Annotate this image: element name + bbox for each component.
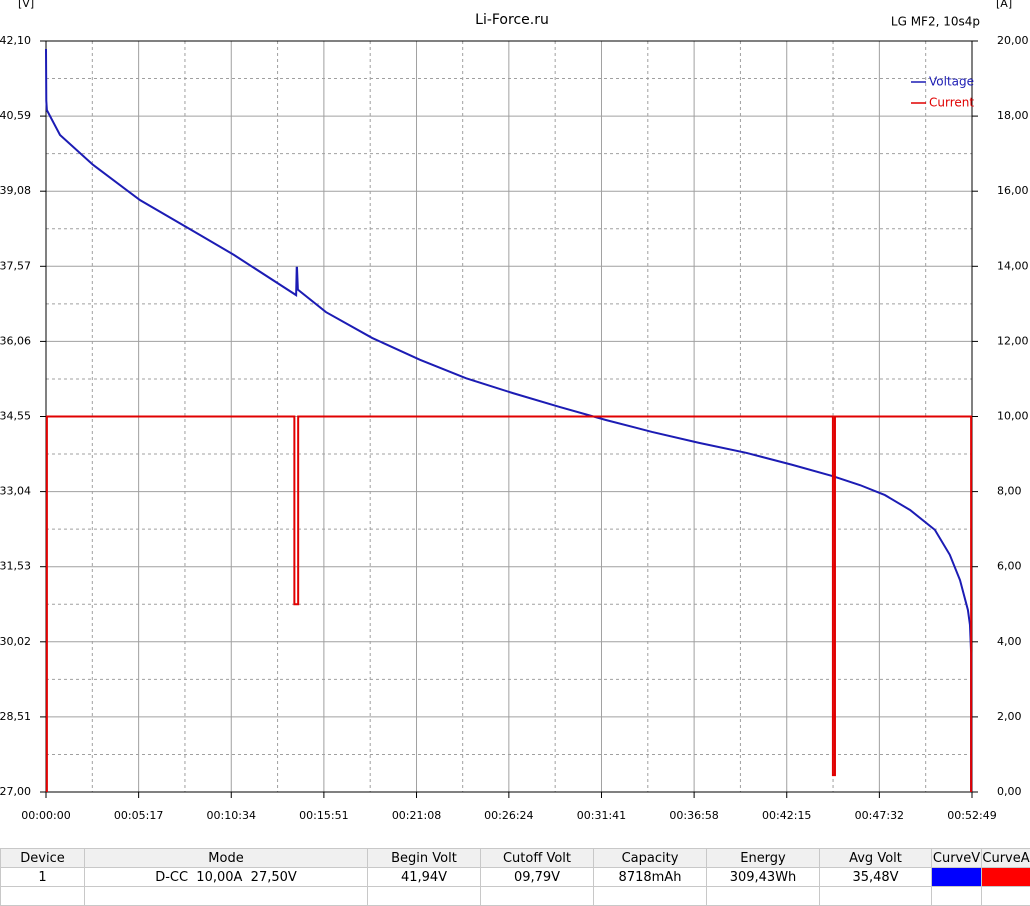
y-tick-label: 28,51	[0, 710, 31, 723]
column-header: CurveA	[982, 849, 1030, 868]
table-cell: 1	[1, 868, 85, 887]
y-tick-label: 33,04	[0, 485, 31, 498]
y2-tick-label: 10,00	[997, 410, 1029, 423]
y-tick-label: 34,55	[0, 410, 31, 423]
y2-axis-label: [A]	[996, 0, 1012, 10]
y-tick-label: 40,59	[0, 109, 31, 122]
column-header: Avg Volt	[820, 849, 932, 868]
y-tick-label: 36,06	[0, 334, 31, 347]
table-cell: 35,48V	[820, 868, 932, 887]
y2-tick-label: 6,00	[997, 560, 1022, 573]
column-header: Energy	[707, 849, 820, 868]
y-tick-label: 31,53	[0, 560, 31, 573]
table-cell: 309,43Wh	[707, 868, 820, 887]
curve-swatch	[932, 868, 982, 887]
x-tick-label: 00:36:58	[669, 809, 718, 822]
chart-subtitle: LG MF2, 10s4p	[891, 15, 980, 29]
y-tick-label: 37,57	[0, 259, 31, 272]
table-cell: 09,79V	[481, 868, 594, 887]
x-tick-label: 00:52:49	[947, 809, 996, 822]
x-tick-label: 00:10:34	[207, 809, 256, 822]
table-cell	[982, 887, 1030, 906]
table-cell	[368, 887, 481, 906]
legend-label: Voltage	[929, 75, 974, 89]
table-cell	[932, 887, 982, 906]
y-tick-label: 30,02	[0, 635, 31, 648]
x-tick-label: 00:31:41	[577, 809, 626, 822]
table-cell: 41,94V	[368, 868, 481, 887]
table-cell	[707, 887, 820, 906]
y-tick-label: 39,08	[0, 184, 31, 197]
y2-tick-label: 18,00	[997, 109, 1029, 122]
chart-title: Li-Force.ru	[475, 12, 549, 28]
y2-tick-label: 14,00	[997, 259, 1029, 272]
chart: Li-Force.ru LG MF2, 10s4p [V] [A] 00:00:…	[0, 0, 1030, 845]
table-cell	[1, 887, 85, 906]
y2-tick-label: 8,00	[997, 485, 1022, 498]
x-tick-label: 00:15:51	[299, 809, 348, 822]
legend-label: Current	[929, 96, 974, 110]
x-tick-label: 00:42:15	[762, 809, 811, 822]
y2-tick-label: 20,00	[997, 34, 1029, 47]
y2-tick-label: 2,00	[997, 710, 1022, 723]
y2-tick-label: 12,00	[997, 334, 1029, 347]
table-cell: 8718mAh	[594, 868, 707, 887]
x-tick-label: 00:26:24	[484, 809, 533, 822]
y2-tick-label: 4,00	[997, 635, 1022, 648]
x-tick-label: 00:21:08	[392, 809, 441, 822]
table-cell	[481, 887, 594, 906]
x-tick-label: 00:00:00	[21, 809, 70, 822]
column-header: Cutoff Volt	[481, 849, 594, 868]
column-header: Begin Volt	[368, 849, 481, 868]
table-cell	[85, 887, 368, 906]
x-tick-label: 00:05:17	[114, 809, 163, 822]
column-header: Mode	[85, 849, 368, 868]
table-cell	[594, 887, 707, 906]
x-tick-label: 00:47:32	[855, 809, 904, 822]
y-tick-label: 27,00	[0, 785, 31, 798]
y2-tick-label: 16,00	[997, 184, 1029, 197]
column-header: CurveV	[932, 849, 982, 868]
y2-tick-label: 0,00	[997, 785, 1022, 798]
curve-swatch	[982, 868, 1030, 887]
y-axis-label: [V]	[18, 0, 34, 10]
table-cell	[820, 887, 932, 906]
y-tick-label: 42,10	[0, 34, 31, 47]
table-row	[1, 887, 1030, 906]
column-header: Device	[1, 849, 85, 868]
column-header: Capacity	[594, 849, 707, 868]
table-cell: D-CC 10,00A 27,50V	[85, 868, 368, 887]
